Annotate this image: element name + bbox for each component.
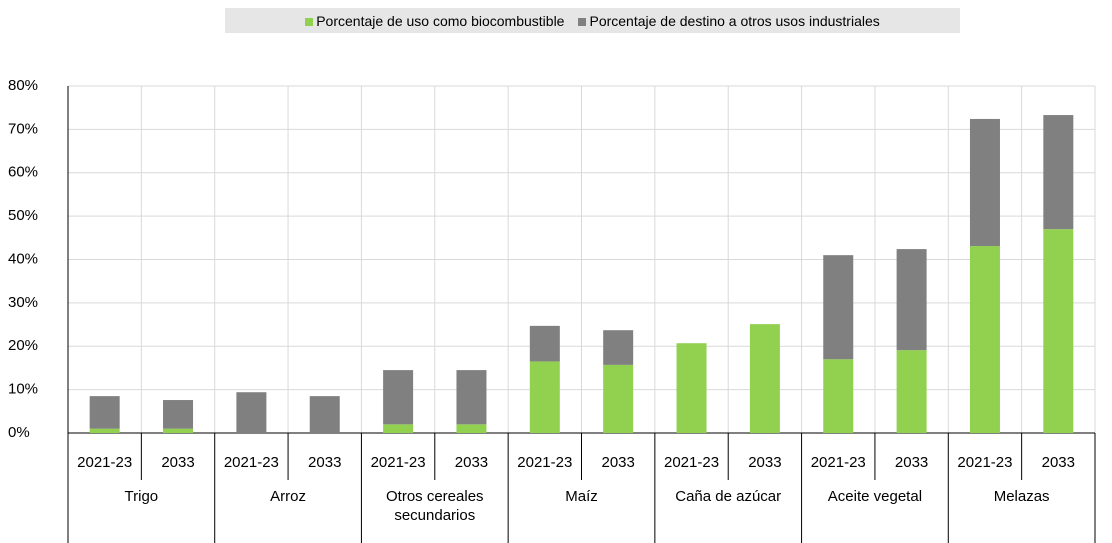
x-tick-label: 2021-23 [810, 454, 866, 471]
x-tick-label: 2021-23 [957, 454, 1013, 471]
y-tick-label: 20% [8, 337, 38, 354]
x-tick-label: 2021-23 [77, 454, 133, 471]
x-tick-label: 2021-23 [663, 454, 720, 471]
group-label: Maíz [565, 488, 598, 505]
legend-item: Porcentaje de uso como biocombustible [305, 13, 564, 29]
bar-segment [456, 370, 487, 425]
bar-segment [676, 343, 707, 433]
y-tick-label: 70% [8, 120, 38, 137]
group-label: Trigo [124, 488, 159, 505]
y-tick-label: 30% [8, 294, 38, 311]
y-tick-label: 60% [8, 164, 38, 181]
x-tick-label: 2021-23 [370, 454, 426, 471]
bar-segment [1043, 229, 1074, 433]
x-tick-label: 2033 [454, 454, 489, 471]
group-label: Melazas [993, 488, 1050, 505]
group-label: Arroz [270, 488, 306, 505]
legend-label: Porcentaje de destino a otros usos indus… [589, 12, 880, 29]
y-tick-label: 40% [8, 250, 38, 267]
legend-swatch [305, 17, 314, 26]
legend: Porcentaje de uso como biocombustible Por… [225, 8, 960, 33]
y-tick-label: 10% [8, 381, 38, 398]
group-label: Otros cereales secundarios [386, 488, 484, 524]
bar-segment [529, 325, 560, 362]
x-tick-label: 2021-23 [517, 454, 573, 471]
y-tick-label: 80% [8, 77, 38, 94]
x-tick-label: 2021-23 [223, 454, 279, 471]
x-tick-label: 2033 [894, 454, 929, 471]
x-tick-label: 2033 [308, 454, 342, 471]
bar-segment [383, 370, 414, 425]
bar-segment [896, 350, 927, 433]
bar-segment [89, 428, 120, 433]
legend-item: Porcentaje de destino a otros usos indus… [578, 12, 880, 29]
bar-segment [456, 424, 487, 433]
bar-segment [309, 396, 340, 433]
x-tick-label: 2033 [601, 454, 635, 471]
bar-segment [89, 396, 120, 429]
bar-segment [969, 246, 1000, 433]
y-tick-label: 50% [8, 207, 38, 224]
bar-segment [603, 330, 634, 365]
bar-segment [383, 424, 414, 433]
x-tick-label: 2033 [1041, 454, 1075, 471]
bar-segment [823, 255, 854, 360]
legend-swatch [578, 17, 587, 26]
x-tick-label: 2033 [161, 454, 195, 471]
bar-segment [896, 249, 927, 351]
bar-segment [823, 359, 854, 433]
bar-segment [749, 324, 780, 433]
bar-segment [236, 392, 267, 433]
bar-segment [603, 364, 634, 433]
group-label: Aceite vegetal [827, 488, 923, 505]
y-tick-label: 0% [8, 424, 30, 441]
legend-label: Porcentaje de uso como biocombustible [316, 12, 565, 29]
bar-segment [163, 428, 194, 433]
x-tick-label: 2033 [748, 454, 782, 471]
bar-segment [1043, 115, 1074, 230]
bar-segment [969, 118, 1000, 247]
bar-segment [529, 361, 560, 433]
bar-segment [163, 400, 194, 429]
group-label: Caña de azúcar [675, 488, 782, 505]
